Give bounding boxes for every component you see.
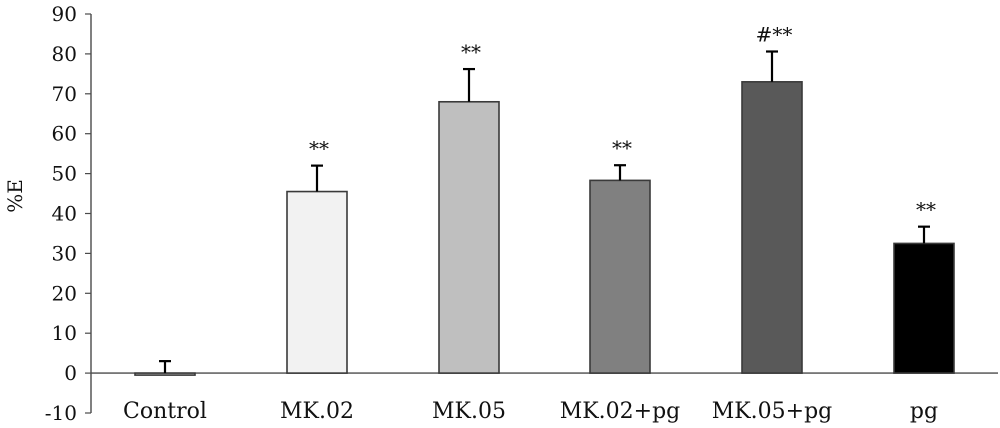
error-bars xyxy=(159,50,930,374)
bar-MK.02+pg xyxy=(589,179,651,374)
bar-MK.02 xyxy=(286,190,348,374)
significance-label-MK.02+pg: ** xyxy=(612,136,632,160)
y-tick-label: 30 xyxy=(52,241,77,265)
y-tick-label: 40 xyxy=(52,202,77,226)
bar-Control xyxy=(134,372,196,376)
y-tick-label: -10 xyxy=(45,401,77,425)
significance-label-MK.05+pg: #** xyxy=(756,23,793,47)
y-tick-label: 60 xyxy=(52,122,77,146)
y-axis-ticks: -10 0 10 20 30 40 50 60 70 80 90 xyxy=(45,2,91,425)
bar-pg xyxy=(893,242,955,374)
y-axis-label: %E xyxy=(3,179,27,213)
y-tick-label: 20 xyxy=(52,281,77,305)
x-tick-label-MK.02: MK.02 xyxy=(280,399,354,424)
y-tick-label: 90 xyxy=(52,2,77,26)
x-tick-label-Control: Control xyxy=(123,399,207,424)
x-tick-label-MK.05: MK.05 xyxy=(432,399,506,424)
y-tick-label: 0 xyxy=(64,361,77,385)
y-tick-label: 70 xyxy=(52,82,77,106)
significance-label-pg: ** xyxy=(916,198,936,222)
bar-MK.05+pg xyxy=(741,81,803,374)
bar-MK.05 xyxy=(438,100,500,374)
x-tick-label-MK.05+pg: MK.05+pg xyxy=(712,399,833,424)
x-axis-tick-labels: Control MK.02 MK.05 MK.02+pg MK.05+pg pg xyxy=(123,399,938,424)
y-tick-label: 10 xyxy=(52,321,77,345)
significance-label-MK.02: ** xyxy=(309,137,329,161)
x-tick-label-pg: pg xyxy=(910,399,938,424)
axes xyxy=(90,14,998,413)
x-tick-label-MK.02+pg: MK.02+pg xyxy=(560,399,681,424)
y-tick-label: 50 xyxy=(52,162,77,186)
significance-label-MK.05: ** xyxy=(461,40,481,64)
significance-annotations: ** ** ** #** ** xyxy=(309,23,936,222)
bars xyxy=(134,81,955,376)
y-tick-label: 80 xyxy=(52,42,77,66)
